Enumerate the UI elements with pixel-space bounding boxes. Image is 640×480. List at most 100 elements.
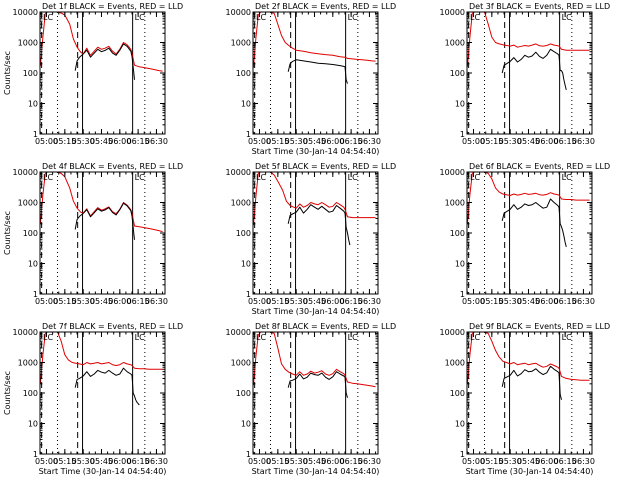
x-tick-label: 05:00: [35, 457, 58, 466]
y-tick-label: 100: [236, 69, 251, 78]
panel-det-3: Det 3f BLACK = Events, RED = LLD 1 10 100 10…: [440, 2, 611, 146]
x-tick-label: 06:00: [535, 457, 558, 466]
x-tick-label: 05:00: [462, 457, 485, 466]
x-tick-label: 05:15: [480, 297, 503, 306]
x-axis-label: Start Time (30-Jan-14 04:54:40): [252, 147, 380, 156]
x-axis-label: Start Time (30-Jan-14 04:54:40): [466, 467, 594, 476]
panel-title: Det 6f BLACK = Events, RED = LLD: [469, 162, 610, 171]
x-tick-label: 05:30: [72, 457, 95, 466]
x-tick-label: 06:30: [145, 457, 168, 466]
x-tick-label: 05:45: [517, 137, 540, 146]
x-tick-label: 05:15: [480, 137, 503, 146]
y-tick-label: 1: [460, 290, 465, 299]
x-tick-label: 06:30: [572, 137, 595, 146]
panel-series-group: [40, 172, 163, 240]
series-lld-line: [253, 12, 376, 68]
x-tick-label: 05:45: [517, 297, 540, 306]
y-tick-label: 1000: [18, 39, 38, 48]
x-tick-label: 06:15: [340, 457, 363, 466]
y-tick-label: 10: [28, 420, 38, 429]
y-tick-label: 10: [241, 260, 251, 269]
y-tick-label: 10000: [13, 328, 38, 337]
series-lld-line: [40, 332, 163, 384]
y-tick-label: 1: [246, 290, 251, 299]
panel-tag-left: LC: [43, 173, 53, 182]
panel-tag-left: LC: [256, 13, 266, 22]
y-tick-label: 10: [455, 260, 465, 269]
x-tick-label: 05:15: [53, 457, 76, 466]
x-tick-label: 06:00: [535, 137, 558, 146]
y-tick-label: 1000: [231, 39, 251, 48]
y-tick-label: 100: [23, 69, 38, 78]
panel-tag-left: LC: [470, 13, 480, 22]
x-tick-label: 05:00: [248, 297, 271, 306]
panel-tag-left: LC: [470, 173, 480, 182]
series-lld-line: [467, 12, 590, 67]
y-tick-label: 1000: [231, 199, 251, 208]
panel-title: Det 5f BLACK = Events, RED = LLD: [255, 162, 396, 171]
panel-title: Det 8f BLACK = Events, RED = LLD: [255, 322, 396, 331]
series-events-line: [74, 367, 140, 406]
panel-tag-left: LC: [256, 333, 266, 342]
panel-det-9: Det 9f BLACK = Events, RED = LLD 1 10 100 10…: [440, 322, 611, 476]
x-tick-label: 05:30: [499, 457, 522, 466]
series-lld-line: [40, 12, 163, 72]
x-tick-label: 05:15: [266, 457, 289, 466]
series-events-line: [74, 202, 135, 240]
panel-series-group: [40, 332, 163, 406]
x-tick-label: 05:30: [285, 137, 308, 146]
x-tick-label: 05:00: [248, 457, 271, 466]
panel-tag-right: LC: [135, 333, 145, 342]
y-tick-label: 10: [455, 100, 465, 109]
y-tick-label: 1000: [18, 199, 38, 208]
panel-title: Det 1f BLACK = Events, RED = LLD: [42, 2, 183, 11]
series-lld-line: [40, 172, 163, 233]
y-tick-label: 10000: [226, 328, 251, 337]
x-axis-label: Start Time (30-Jan-14 04:54:40): [252, 467, 380, 476]
x-tick-label: 06:15: [554, 457, 577, 466]
panel-series-group: [40, 12, 163, 80]
y-tick-label: 10000: [440, 328, 465, 337]
panel-tag-right: LC: [562, 13, 572, 22]
x-tick-label: 05:00: [462, 297, 485, 306]
x-tick-label: 06:00: [108, 457, 131, 466]
series-events-line: [501, 48, 567, 91]
y-tick-label: 10000: [440, 168, 465, 177]
x-tick-label: 06:30: [572, 457, 595, 466]
x-tick-label: 06:15: [127, 297, 150, 306]
panel-tag-left: LC: [470, 333, 480, 342]
panel-title: Det 4f BLACK = Events, RED = LLD: [42, 162, 183, 171]
x-tick-label: 06:00: [108, 297, 131, 306]
panel-tag-right: LC: [135, 173, 145, 182]
series-events-line: [74, 43, 135, 80]
x-tick-label: 06:30: [358, 297, 381, 306]
series-events-line: [501, 198, 567, 248]
x-tick-label: 05:45: [517, 457, 540, 466]
x-tick-label: 06:30: [358, 137, 381, 146]
x-tick-label: 05:15: [266, 137, 289, 146]
y-tick-label: 1000: [18, 359, 38, 368]
series-lld-line: [253, 332, 376, 388]
y-tick-label: 100: [236, 229, 251, 238]
panel-tag-right: LC: [562, 173, 572, 182]
panel-tag-left: LC: [43, 333, 53, 342]
x-tick-label: 05:15: [53, 137, 76, 146]
x-tick-label: 06:30: [358, 457, 381, 466]
y-tick-label: 10: [241, 100, 251, 109]
x-tick-label: 06:15: [554, 137, 577, 146]
y-tick-label: 1000: [231, 359, 251, 368]
y-axis-label: Counts/sec: [3, 211, 12, 255]
panel-det-6: Det 6f BLACK = Events, RED = LLD 1 10 100 10…: [440, 162, 611, 306]
panel-series-group: [253, 12, 376, 84]
y-tick-label: 100: [450, 229, 465, 238]
y-tick-label: 1: [246, 450, 251, 459]
x-tick-label: 05:45: [90, 457, 113, 466]
x-axis-label: Start Time (30-Jan-14 04:54:40): [252, 307, 380, 316]
panel-title: Det 7f BLACK = Events, RED = LLD: [42, 322, 183, 331]
panel-series-group: [253, 332, 376, 398]
x-tick-label: 05:00: [462, 137, 485, 146]
panel-title: Det 9f BLACK = Events, RED = LLD: [469, 322, 610, 331]
y-tick-label: 1000: [445, 359, 465, 368]
panel-det-8: Det 8f BLACK = Events, RED = LLD 1 10 100 10…: [226, 322, 397, 476]
y-tick-label: 10000: [226, 8, 251, 17]
